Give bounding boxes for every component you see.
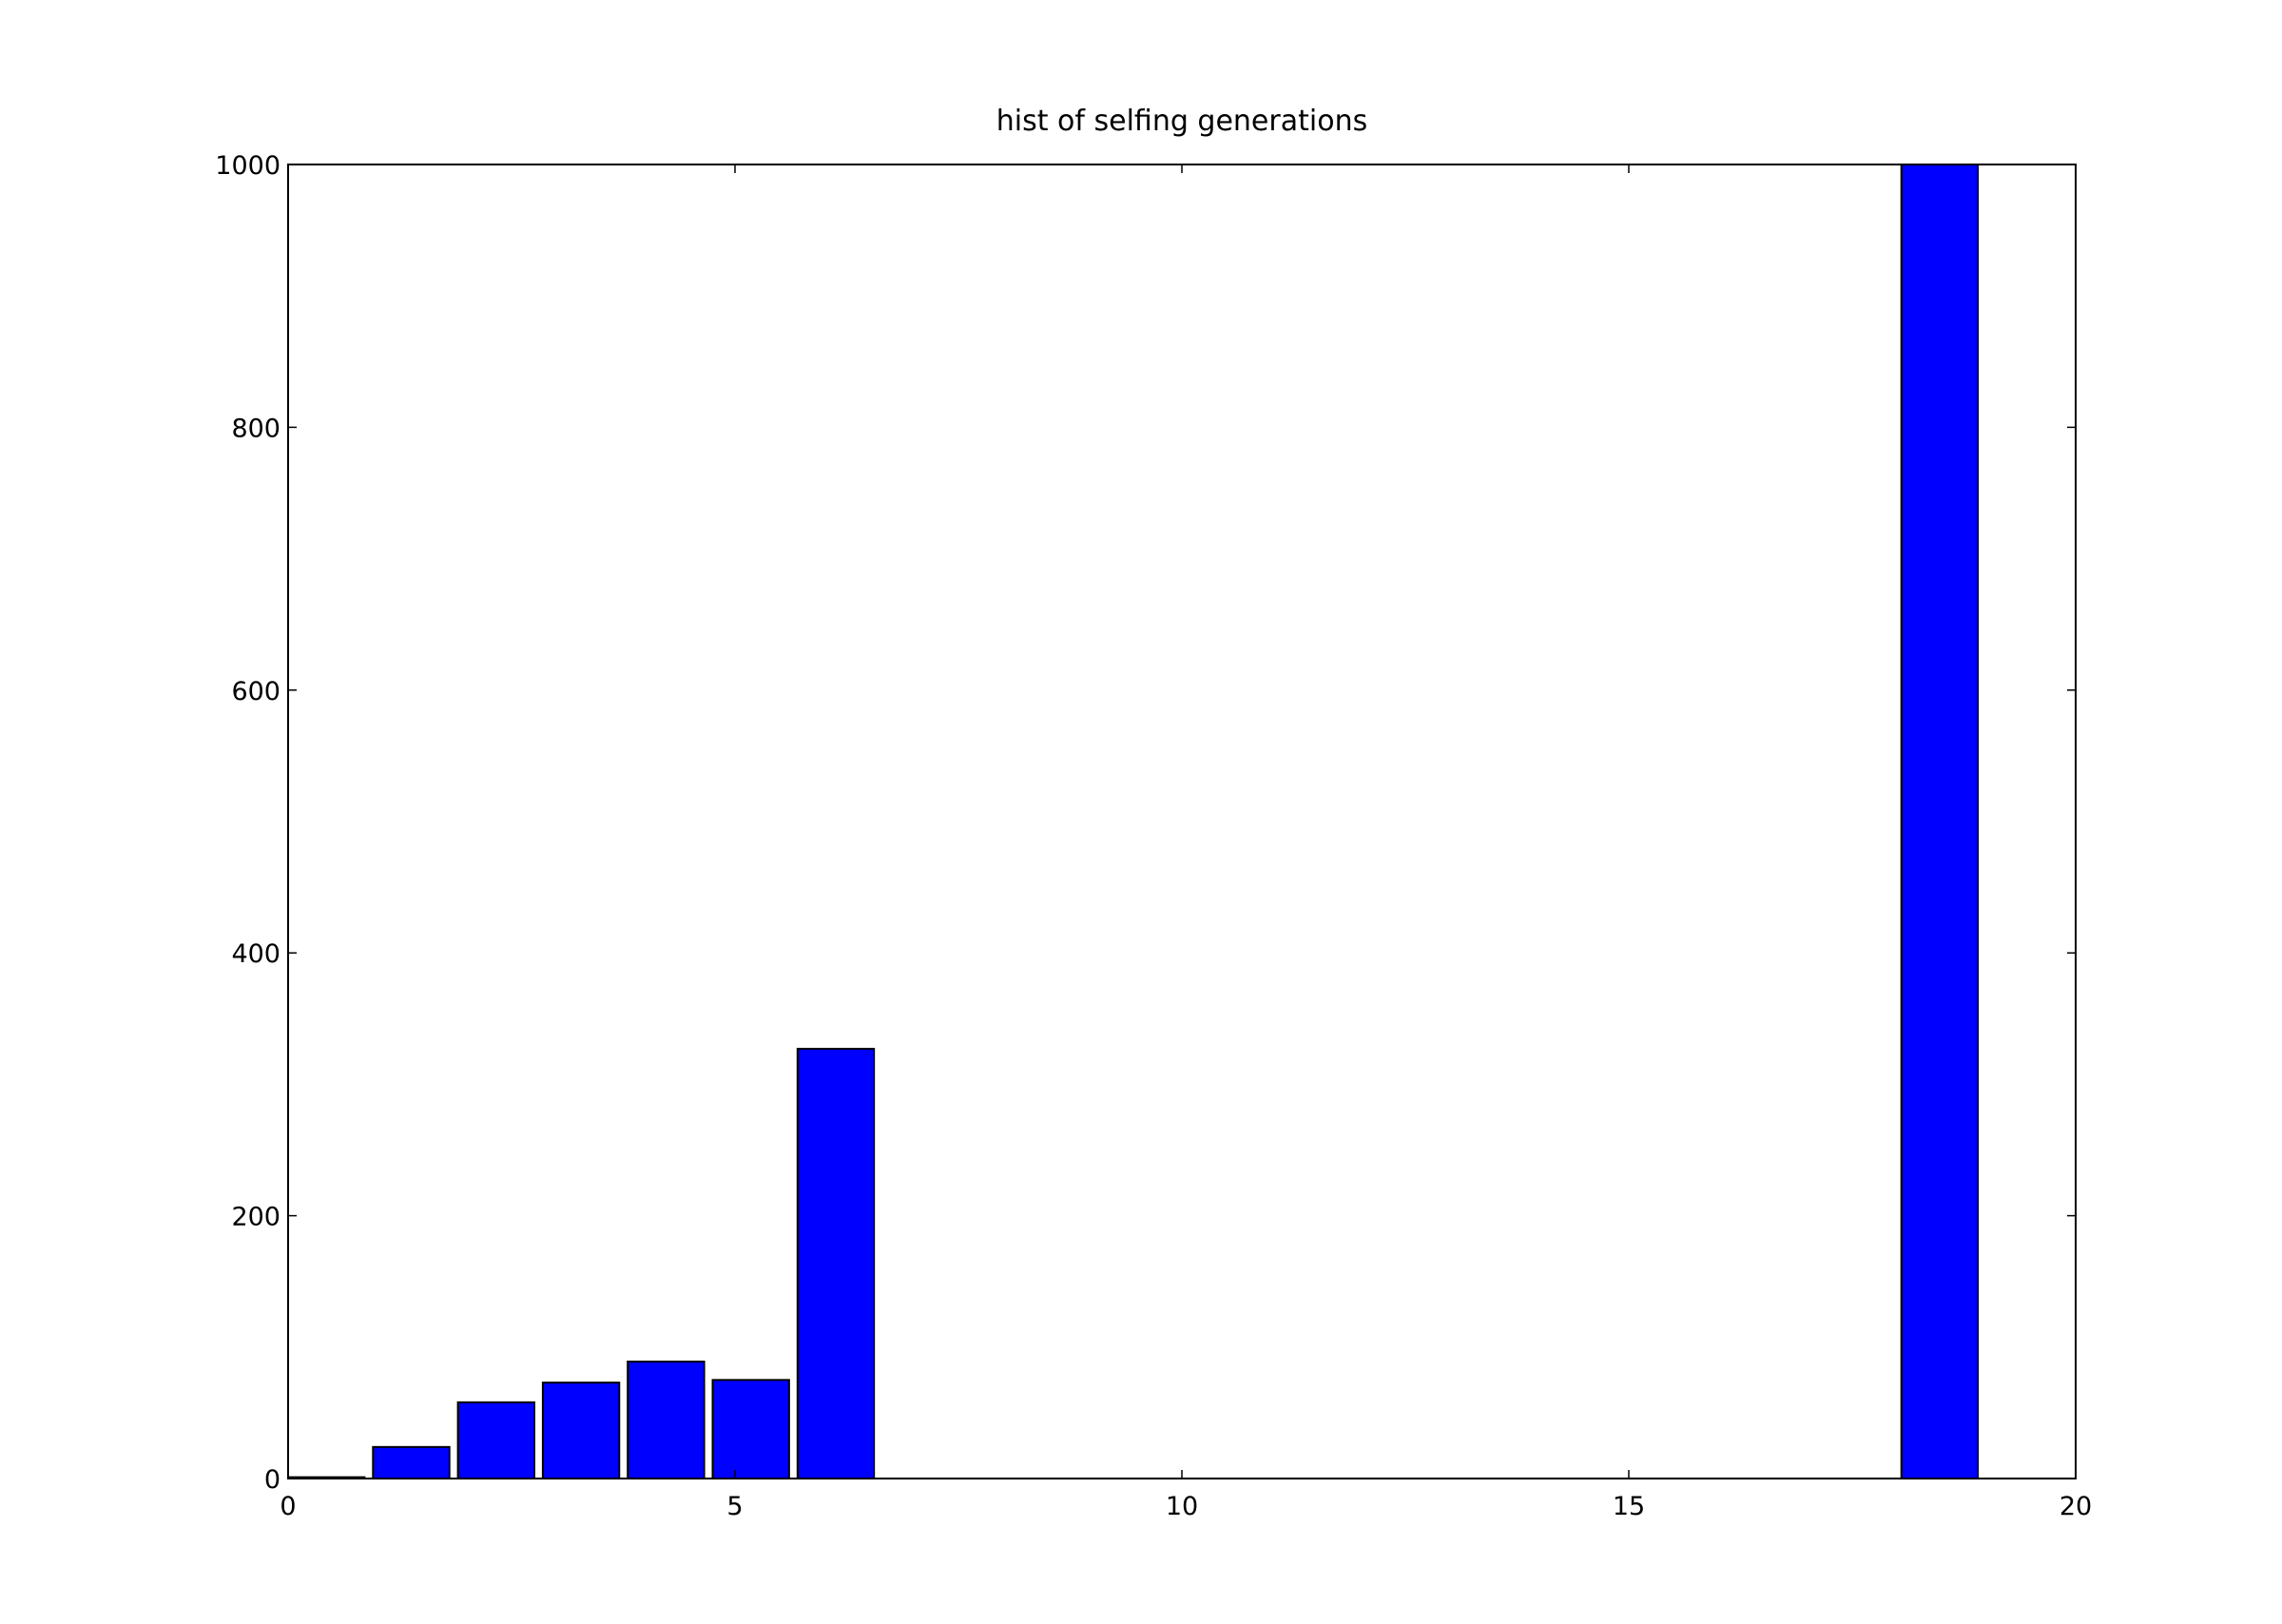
x-tick-label: 15	[1613, 1492, 1645, 1521]
bar-4	[627, 1361, 706, 1479]
y-tick-label: 600	[231, 677, 280, 706]
y-tick-label: 800	[231, 414, 280, 443]
bar-5	[711, 1379, 790, 1479]
x-tick-label: 5	[726, 1492, 743, 1521]
x-tick-label: 0	[280, 1492, 296, 1521]
y-tick-label: 1000	[215, 151, 280, 181]
plot-frame	[287, 164, 2077, 1479]
x-tick-label: 20	[2060, 1492, 2092, 1521]
bar-1	[372, 1445, 451, 1480]
y-tick-label: 200	[231, 1203, 280, 1232]
bar-2	[456, 1401, 535, 1479]
y-tick-label: 400	[231, 939, 280, 969]
x-tick-label: 10	[1166, 1492, 1198, 1521]
bar-6	[796, 1048, 876, 1480]
bars-layer	[287, 164, 1980, 1480]
y-tick-label: 0	[264, 1465, 280, 1495]
bar-3	[541, 1382, 621, 1480]
chart-title: hist of selfing generations	[996, 105, 1367, 138]
bar-7	[1900, 164, 1980, 1479]
